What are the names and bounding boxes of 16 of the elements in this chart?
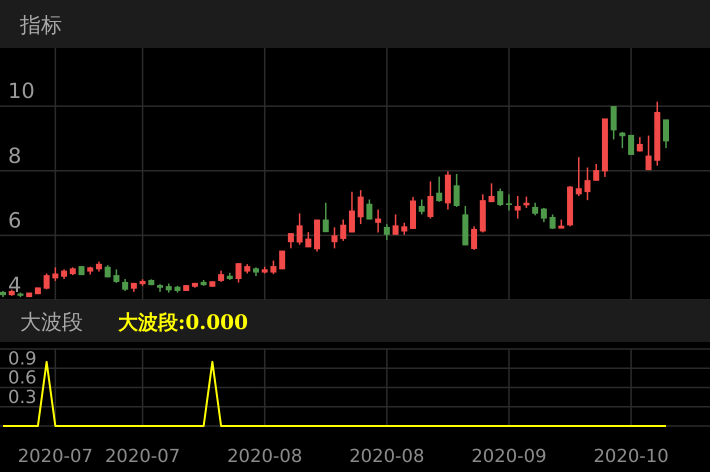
y-tick-label: 4 (8, 273, 22, 297)
chart-title: 指标 (19, 13, 62, 37)
y-tick-label: 0.9 (8, 348, 37, 370)
text: 大波段:0.000 (118, 310, 248, 334)
x-tick-label: 2020-10 (593, 446, 669, 467)
y-tick-label: 0.6 (8, 368, 37, 388)
x-tick-label: 2020-08 (227, 446, 302, 467)
x-tick-label: 2020-09 (471, 446, 547, 467)
chart-title: 大波段 (20, 310, 83, 334)
y-tick-label: 0.3 (8, 386, 37, 408)
x-tick-label: 2020-07 (18, 446, 93, 467)
y-tick-label: 8 (8, 144, 22, 168)
x-tick-label: 2020-07 (104, 446, 180, 467)
y-tick-label: 6 (8, 208, 22, 232)
x-tick-label: 2020-08 (349, 446, 424, 467)
y-tick-label: 10 (8, 79, 35, 104)
